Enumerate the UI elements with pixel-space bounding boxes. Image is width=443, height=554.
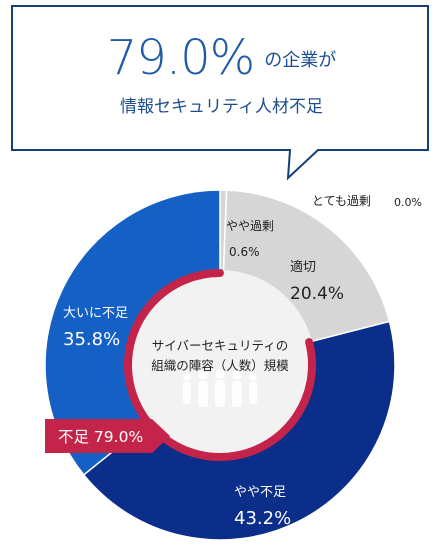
center-label-line-1: サイバーセキュリティの: [152, 338, 289, 353]
slice-label-very-excess: とても過剰: [312, 194, 371, 208]
slice-value-slight-excess: 0.6%: [229, 245, 260, 259]
slice-value-large-shortage: 35.8%: [63, 329, 120, 350]
callout-box: [11, 5, 429, 181]
shortage-badge-text: 不足 79.0%: [58, 428, 143, 446]
people-icon: [183, 369, 257, 407]
slice-label-large-shortage: 大いに不足: [63, 306, 128, 321]
shortage-badge-box: [45, 419, 170, 453]
headline-suffix: の企業が: [264, 50, 337, 71]
slice-label-slight-shortage: やや不足: [234, 485, 286, 500]
slice-value-slight-shortage: 43.2%: [234, 508, 291, 529]
headline-subtitle: 情報セキュリティ人材不足: [120, 97, 323, 117]
slice-value-very-excess: 0.0%: [394, 196, 422, 209]
slice-value-appropriate: 20.4%: [290, 284, 344, 304]
center-label-line-2: 組織の陣容（人数）規模: [151, 358, 289, 373]
headline-percent-line: 79.0% の企業が: [0, 30, 443, 86]
slice-label-slight-excess: やや過剰: [226, 219, 274, 233]
center-disc: [125, 270, 315, 460]
donut-chart: サイバーセキュリティの 組織の陣容（人数）規模 とても過剰 0.0% やや過剰 …: [44, 190, 422, 541]
shortage-percent: 79.0%: [106, 30, 255, 86]
callout-border: [11, 5, 429, 181]
slice-label-appropriate: 適切: [290, 259, 316, 275]
